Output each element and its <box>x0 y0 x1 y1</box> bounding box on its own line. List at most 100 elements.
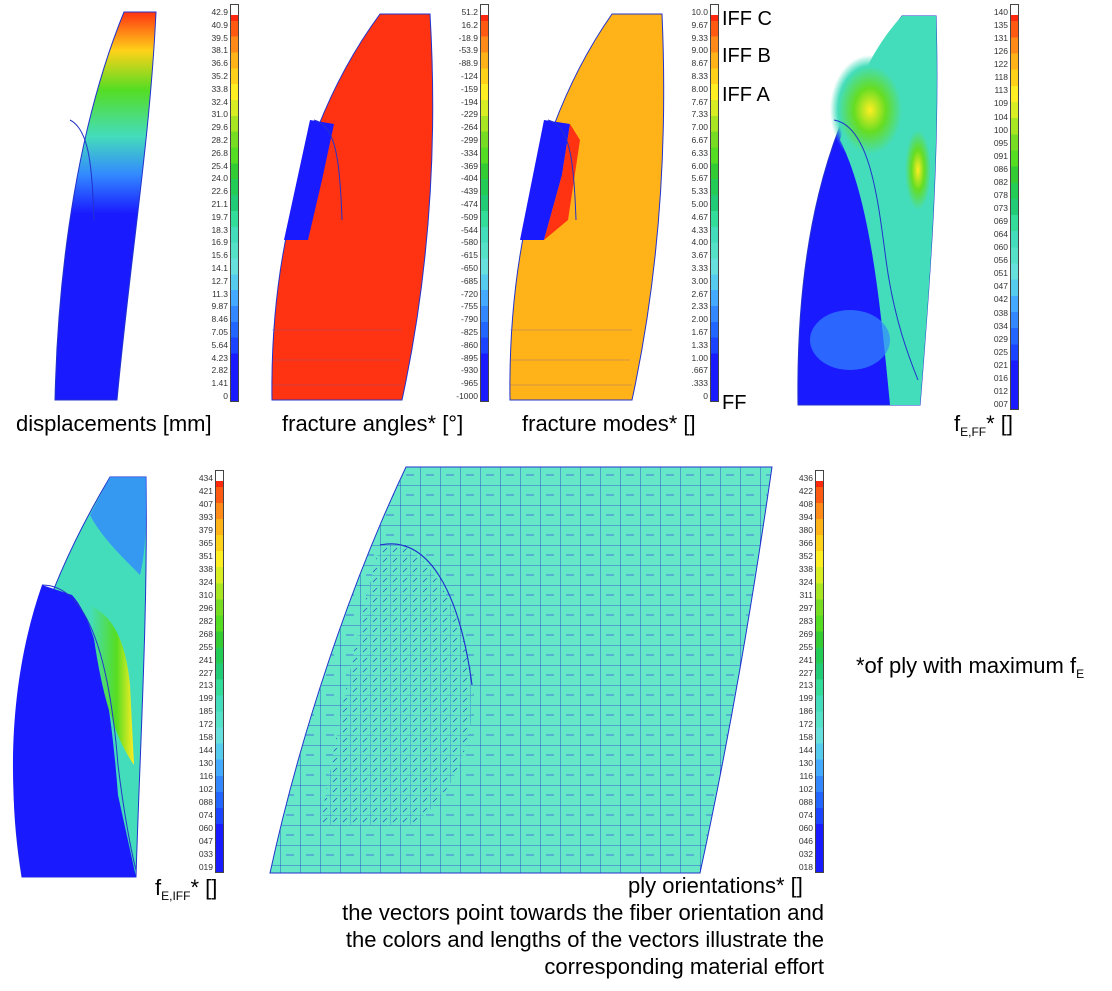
mode-label-iff-b: IFF B <box>722 45 771 67</box>
colorbar-tick-label: 186 <box>798 706 813 717</box>
ply-orientations-mesh-plot <box>269 466 773 874</box>
colorbar-tick-label: -1000 <box>456 391 478 401</box>
mode-label-ff: FF <box>722 392 747 414</box>
description-line-2: the colors and lengths of the vectors il… <box>345 927 824 952</box>
colorbar-tick-label: -685 <box>460 275 478 286</box>
colorbar-tick-label: 8.33 <box>691 71 708 81</box>
colorbar-tick-label: 15.6 <box>211 250 228 261</box>
colorbar-tick-label: 131 <box>993 33 1008 44</box>
colorbar-tick-label: -544 <box>460 224 478 235</box>
colorbar-tick-label: 0 <box>223 391 228 401</box>
colorbar-tick-label: 42.9 <box>211 7 228 17</box>
colorbar-tick-label: 255 <box>198 641 213 652</box>
f-e-ff-panel: 140 135 131 126 122 118 113 109 104 100 095 091 086 0… <box>790 0 1040 450</box>
f-e-ff-caption: fE,FF* [] <box>954 411 1014 439</box>
colorbar-tick-label: 25.4 <box>211 160 228 171</box>
colorbar-tick-label: 102 <box>798 784 813 795</box>
colorbar-tick-label: 199 <box>798 693 813 704</box>
colorbar-tick-label: 227 <box>798 667 813 678</box>
colorbar-tick-label: 269 <box>798 628 813 639</box>
colorbar-tick-label: -790 <box>460 314 478 325</box>
colorbar-tick-label: 39.5 <box>211 32 228 43</box>
colorbar-tick-label: 046 <box>798 836 813 847</box>
colorbar-tick-label: -439 <box>460 186 478 197</box>
colorbar-tick-label: 025 <box>993 346 1008 357</box>
colorbar-tick-label: 9.67 <box>691 19 708 30</box>
mode-label-iff-c: IFF C <box>722 8 772 30</box>
colorbar-tick-label: 1.33 <box>691 339 708 350</box>
colorbar-tick-label: -895 <box>460 352 478 363</box>
fracture-modes-contour-plot <box>509 13 665 401</box>
colorbar-tick-label: 064 <box>993 229 1008 240</box>
colorbar-tick-label: 016 <box>993 372 1008 383</box>
colorbar-tick-label: 5.64 <box>211 339 228 350</box>
ply-orientations-colorbar <box>815 470 824 873</box>
colorbar-tick-label: 158 <box>798 732 813 743</box>
colorbar-tick-label: 047 <box>993 281 1008 292</box>
colorbar-tick-label: -509 <box>460 211 478 222</box>
colorbar-tick-label: 213 <box>798 680 813 691</box>
colorbar-tick-label: 324 <box>198 576 213 587</box>
colorbar-tick-label: -650 <box>460 263 478 273</box>
colorbar-tick-label: 6.33 <box>691 147 708 158</box>
colorbar-tick-label: -615 <box>460 250 478 261</box>
colorbar-tick-label: 060 <box>198 823 213 834</box>
displacements-colorbar-ticks: 42.9 40.9 39.5 38.1 36.6 35.2 33.8 32.4 31.0 29.6… <box>188 4 228 402</box>
colorbar-tick-label: 324 <box>798 576 813 587</box>
colorbar-tick-label: 51.2 <box>461 7 478 17</box>
colorbar-tick-label: 021 <box>993 359 1008 370</box>
colorbar-tick-label: 144 <box>198 745 213 756</box>
fracture-modes-caption: fracture modes* [] <box>522 411 696 436</box>
colorbar-tick-label: 422 <box>798 485 813 496</box>
colorbar-tick-label: 255 <box>798 641 813 652</box>
colorbar-tick-label: 116 <box>799 771 813 782</box>
colorbar-tick-label: 338 <box>198 563 213 574</box>
colorbar-tick-label: -720 <box>460 288 478 299</box>
colorbar-tick-label: 135 <box>993 20 1008 31</box>
colorbar-tick-label: 379 <box>198 524 213 535</box>
mode-label-iff-a: IFF A <box>722 84 770 106</box>
colorbar-tick-label: 436 <box>798 473 813 483</box>
colorbar-tick-label: 9.00 <box>691 45 708 56</box>
footnote: *of ply with maximum fE <box>856 653 1085 681</box>
colorbar-tick-label: 380 <box>798 524 813 535</box>
colorbar-tick-label: 9.87 <box>211 301 228 312</box>
displacements-panel: 42.9 40.9 39.5 38.1 36.6 35.2 33.8 32.4 31.0 29.6… <box>0 0 250 440</box>
f-e-iff-panel: 434 421 407 393 379 365 351 338 324 310 296 282 268 2… <box>0 465 250 905</box>
colorbar-tick-label: 172 <box>798 719 813 730</box>
colorbar-tick-label: 7.00 <box>691 122 708 133</box>
ply-orientations-colorbar-ticks: 436 422 408 394 380 366 352 338 324 311 297 283 269 2… <box>773 470 813 873</box>
colorbar-tick-label: 140 <box>993 7 1008 17</box>
colorbar-tick-label: 018 <box>798 862 813 872</box>
colorbar-tick-label: 2.00 <box>691 314 708 325</box>
colorbar-tick-label: 36.6 <box>211 58 228 69</box>
colorbar-tick-label: 019 <box>198 862 213 872</box>
colorbar-tick-label: -474 <box>460 199 478 209</box>
colorbar-tick-label: 421 <box>198 485 213 496</box>
colorbar-tick-label: 088 <box>198 797 213 808</box>
colorbar-tick-label: 7.67 <box>691 96 708 107</box>
colorbar-tick-label: 144 <box>798 745 813 756</box>
colorbar-tick-label: 091 <box>993 150 1008 161</box>
colorbar-tick-label: 126 <box>993 46 1008 57</box>
colorbar-tick-label: -264 <box>460 122 478 133</box>
colorbar-tick-label: 4.33 <box>691 224 708 235</box>
colorbar-tick-label: 3.33 <box>691 263 708 273</box>
colorbar-tick-label: 11.3 <box>212 288 228 299</box>
colorbar-tick-label: 051 <box>993 268 1008 279</box>
colorbar-tick-label: 8.46 <box>211 314 228 325</box>
colorbar-tick-label: 3.00 <box>691 275 708 286</box>
colorbar-tick-label: 1.00 <box>691 352 708 363</box>
colorbar-tick-label: 033 <box>198 849 213 860</box>
colorbar-tick-label: 4.23 <box>211 352 228 363</box>
colorbar-tick-label: 074 <box>198 810 213 821</box>
colorbar-tick-label: .333 <box>691 378 708 389</box>
colorbar-tick-label: -860 <box>460 339 478 350</box>
colorbar-tick-label: 5.00 <box>691 199 708 209</box>
colorbar-tick-label: 7.33 <box>691 109 708 120</box>
displacements-colorbar <box>230 4 239 402</box>
colorbar-tick-label: 283 <box>798 615 813 626</box>
colorbar-tick-label: 5.33 <box>691 186 708 197</box>
colorbar-tick-label: 16.9 <box>211 237 228 248</box>
colorbar-tick-label: 407 <box>198 498 213 509</box>
